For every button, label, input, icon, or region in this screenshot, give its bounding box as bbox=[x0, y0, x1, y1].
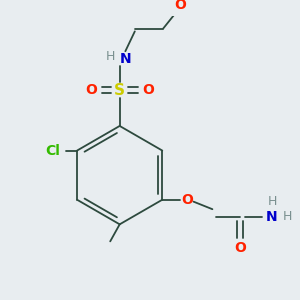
Text: O: O bbox=[181, 193, 193, 207]
Text: H: H bbox=[267, 195, 277, 208]
Text: H: H bbox=[106, 50, 115, 63]
Text: S: S bbox=[114, 82, 125, 98]
Text: Cl: Cl bbox=[45, 144, 60, 158]
Text: O: O bbox=[234, 241, 246, 255]
Text: N: N bbox=[119, 52, 131, 66]
Text: O: O bbox=[142, 83, 154, 97]
Text: O: O bbox=[174, 0, 186, 12]
Text: O: O bbox=[85, 83, 97, 97]
Text: H: H bbox=[282, 210, 292, 223]
Text: N: N bbox=[266, 210, 278, 224]
